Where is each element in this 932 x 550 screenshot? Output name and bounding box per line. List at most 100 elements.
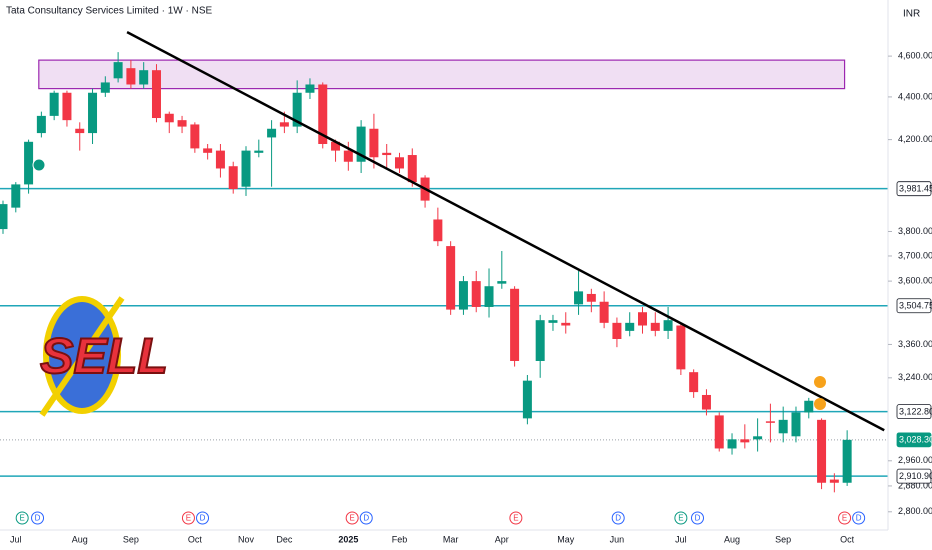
y-tick-label: 2,960.00 bbox=[898, 455, 932, 465]
candle-body bbox=[689, 372, 699, 393]
x-tick-label: Oct bbox=[840, 534, 855, 544]
candle-body bbox=[279, 122, 289, 127]
event-marker bbox=[611, 511, 625, 525]
candle-body bbox=[471, 281, 481, 307]
y-tick-label: 3,600.00 bbox=[898, 275, 932, 285]
price-label-box bbox=[896, 468, 932, 484]
candle-body bbox=[714, 415, 724, 449]
x-tick-label: May bbox=[557, 534, 575, 544]
marker bbox=[814, 376, 826, 388]
event-label: D bbox=[363, 514, 369, 523]
candle-body bbox=[791, 412, 801, 437]
candle-body bbox=[394, 157, 404, 169]
event-marker bbox=[345, 511, 359, 525]
candle-body bbox=[24, 141, 34, 185]
candle-body bbox=[522, 380, 532, 419]
x-tick-label: Sep bbox=[775, 534, 791, 544]
price-label: 3,504.75 bbox=[899, 301, 932, 311]
alert-markers bbox=[32, 158, 826, 410]
price-label-box bbox=[896, 432, 932, 448]
candle-body bbox=[305, 84, 315, 93]
candle-body bbox=[535, 320, 545, 361]
candle-body bbox=[292, 92, 302, 127]
price-label: 3,981.45 bbox=[899, 184, 932, 194]
event-marker bbox=[196, 511, 210, 525]
event-marker bbox=[674, 511, 688, 525]
candle-body bbox=[561, 322, 571, 326]
candle-body bbox=[382, 152, 392, 156]
price-label: 2,910.90 bbox=[899, 471, 932, 481]
candle-body bbox=[625, 322, 635, 331]
event-marker bbox=[15, 511, 29, 525]
candle-body bbox=[62, 92, 72, 121]
y-tick-label: 4,600.00 bbox=[898, 50, 932, 60]
x-tick-label: Dec bbox=[276, 534, 293, 544]
candle-body bbox=[778, 419, 788, 434]
candle-body bbox=[126, 68, 136, 85]
candle-body bbox=[407, 155, 417, 183]
y-tick-label: 4,400.00 bbox=[898, 91, 932, 101]
currency: INR bbox=[903, 9, 920, 20]
candle-body bbox=[599, 301, 609, 323]
x-tick-label: Aug bbox=[724, 534, 740, 544]
plot-area: Jul Aug Sep Oct Nov Dec 2025 Feb Mar Apr May Jun Jul… bbox=[0, 30, 888, 544]
candle-body bbox=[586, 293, 596, 302]
price-label: 3,028.30 bbox=[899, 435, 932, 445]
x-tick-label: Oct bbox=[188, 534, 203, 544]
candle-body bbox=[215, 150, 225, 169]
price-label-box bbox=[896, 298, 932, 314]
x-tick-label: Jun bbox=[610, 534, 625, 544]
y-tick-label: 2,800.00 bbox=[898, 506, 932, 516]
candle-body bbox=[88, 92, 98, 134]
event-label: D bbox=[35, 514, 41, 523]
event-marker bbox=[509, 511, 523, 525]
event-label: E bbox=[349, 514, 354, 523]
y-tick-label: 3,800.00 bbox=[898, 226, 932, 236]
candle-body bbox=[100, 82, 110, 93]
x-tick-label: Sep bbox=[123, 534, 139, 544]
logo-text: SELL bbox=[40, 328, 168, 384]
candle-body bbox=[701, 394, 711, 410]
event-marker bbox=[852, 511, 866, 525]
sell-logo: SELL bbox=[39, 296, 169, 417]
candle-body bbox=[765, 421, 775, 423]
candle-body bbox=[177, 120, 187, 127]
candle-body bbox=[676, 325, 686, 370]
candle-body bbox=[548, 320, 558, 323]
x-tick-label: Jul bbox=[10, 534, 22, 544]
marker bbox=[814, 398, 826, 410]
x-tick-label: Aug bbox=[72, 534, 88, 544]
candle-body bbox=[727, 439, 737, 449]
candle-body bbox=[0, 204, 8, 230]
candle-body bbox=[612, 322, 622, 339]
x-tick-label: Apr bbox=[495, 534, 509, 544]
candle-body bbox=[663, 320, 673, 331]
candle-body bbox=[638, 312, 647, 326]
candle-body bbox=[139, 70, 149, 85]
event-label: E bbox=[513, 514, 518, 523]
x-tick-label: Mar bbox=[443, 534, 459, 544]
event-label: D bbox=[615, 514, 621, 523]
candle-body bbox=[740, 439, 750, 443]
y-tick-label: 3,700.00 bbox=[898, 250, 932, 260]
x-tick-label: Jul bbox=[675, 534, 687, 544]
candle-body bbox=[241, 150, 251, 187]
candle-body bbox=[228, 166, 238, 190]
candle-body bbox=[75, 128, 85, 134]
event-label: E bbox=[186, 514, 191, 523]
event-label: E bbox=[678, 514, 683, 523]
event-marker bbox=[181, 511, 195, 525]
candle-body bbox=[254, 150, 264, 153]
event-marker bbox=[690, 511, 704, 525]
candle-body bbox=[49, 92, 59, 116]
zone bbox=[38, 59, 846, 90]
candle-body bbox=[203, 148, 213, 153]
candle-body bbox=[829, 479, 839, 483]
candle-body bbox=[113, 62, 123, 79]
event-label: D bbox=[695, 514, 701, 523]
price-label: 3,122.80 bbox=[899, 407, 932, 417]
event-marker bbox=[838, 511, 852, 525]
event-label: D bbox=[200, 514, 206, 523]
price-label-box bbox=[896, 181, 932, 197]
